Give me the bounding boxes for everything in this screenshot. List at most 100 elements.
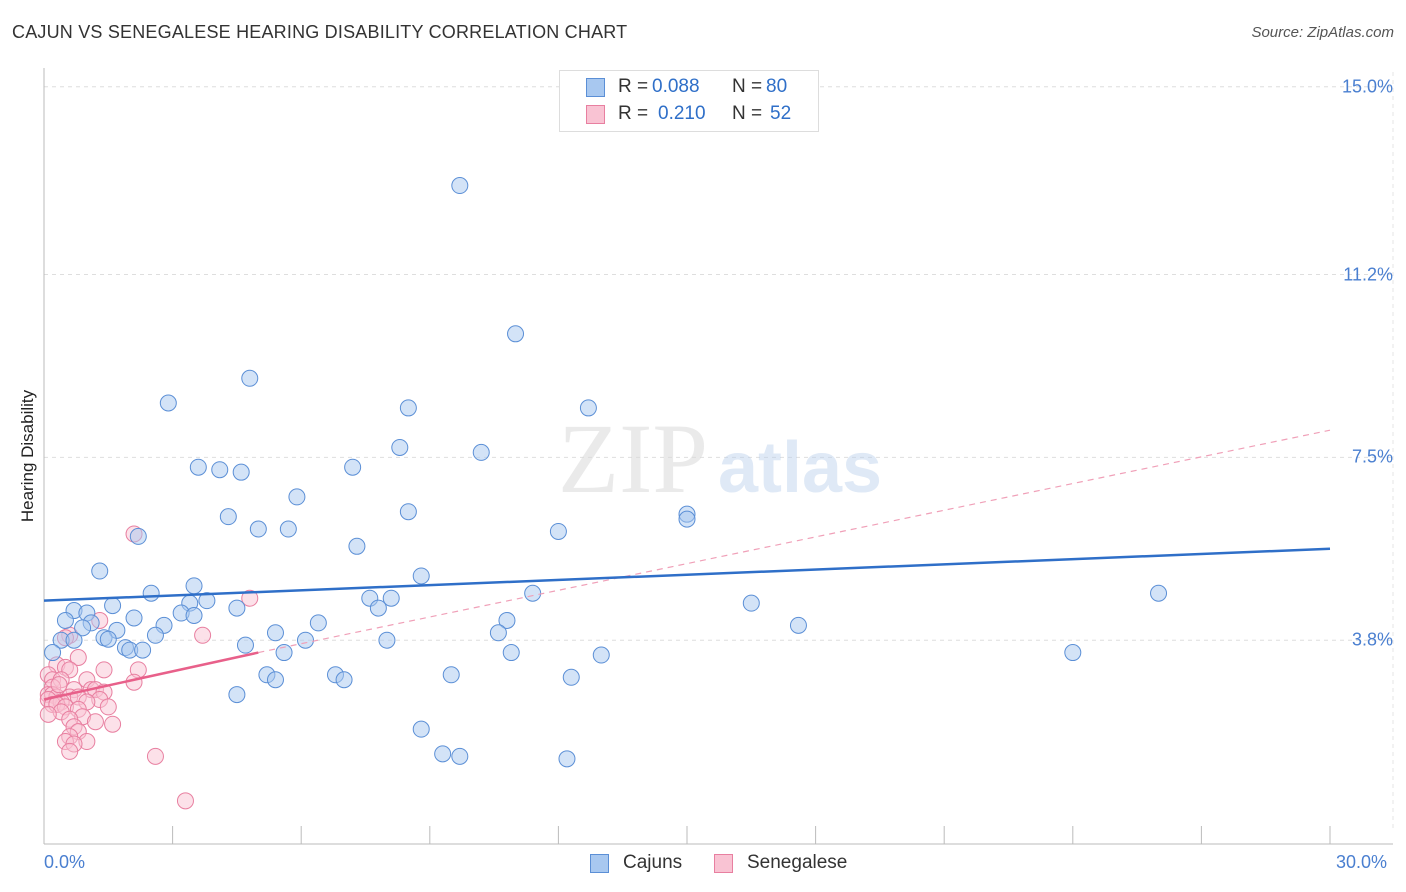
axes: [43, 68, 1393, 845]
cajun-point: [562, 668, 580, 686]
senegalese-point: [50, 676, 68, 694]
bottom-legend-swatch-senegalese: [714, 854, 733, 873]
cajun-point: [502, 644, 520, 662]
cajun-point: [288, 488, 306, 506]
cajun-point: [125, 609, 143, 627]
legend-r-label: R =: [618, 76, 649, 97]
y-tick-label: 7.5%: [1351, 446, 1393, 467]
chart-title: CAJUN VS SENEGALESE HEARING DISABILITY C…: [12, 22, 628, 42]
cajun-point: [249, 520, 267, 538]
senegalese-point: [241, 589, 259, 607]
cajun-point: [549, 522, 567, 540]
legend-n-value: 52: [770, 103, 792, 124]
cajun-point: [399, 503, 417, 521]
senegalese-point: [104, 715, 122, 733]
cajun-point: [507, 325, 525, 343]
cajun-point: [185, 577, 203, 595]
legend-r-label: R =: [618, 103, 649, 124]
legend-n-label: N =: [732, 76, 763, 97]
senegalese-point: [86, 713, 104, 731]
watermark-zip: ZIP: [558, 403, 708, 514]
cajun-point: [228, 686, 246, 704]
cajun-point: [579, 399, 597, 417]
watermark-atlas: atlas: [718, 428, 882, 508]
cajun-point: [219, 508, 237, 526]
senegalese-point: [146, 747, 164, 765]
y-tick-label: 11.2%: [1343, 264, 1393, 284]
cajun-point: [279, 520, 297, 538]
legend-swatch-senegalese: [586, 105, 605, 124]
cajun-point: [489, 624, 507, 642]
cajun-point: [198, 592, 216, 610]
bottom-legend-swatch-cajuns: [590, 854, 609, 873]
trend-lines: [43, 429, 1331, 701]
legend-swatch-cajuns: [586, 78, 605, 97]
senegalese-point: [176, 792, 194, 810]
cajun-point: [159, 394, 177, 412]
cajun-point: [142, 584, 160, 602]
senegalese-point: [194, 626, 212, 644]
legend-n-label: N =: [732, 103, 763, 124]
cajun-point: [65, 631, 83, 649]
cajun-point: [266, 624, 284, 642]
legend-n-value: 80: [766, 76, 788, 97]
cajun-point: [451, 747, 469, 765]
bottom-legend-label-senegalese: Senegalese: [747, 852, 848, 873]
cajun-point: [74, 619, 92, 637]
cajun-point: [391, 438, 409, 456]
cajun-point: [678, 510, 696, 528]
cajun-point: [524, 584, 542, 602]
cajun-point: [434, 745, 452, 763]
cajun-point: [236, 636, 254, 654]
cajun-point: [451, 177, 469, 195]
cajun-point: [335, 671, 353, 689]
cajuns-points: [44, 177, 1168, 768]
y-tick-label: 15.0%: [1341, 76, 1393, 97]
cajun-point: [146, 626, 164, 644]
senegalese-trend-line: [43, 651, 259, 701]
cajun-point: [91, 562, 109, 580]
cajun-point: [296, 631, 314, 649]
cajun-point: [266, 671, 284, 689]
cajun-point: [592, 646, 610, 664]
cajun-point: [104, 597, 122, 615]
cajun-point: [412, 720, 430, 738]
cajun-point: [99, 630, 117, 648]
legend-r-value: 0.088: [652, 76, 700, 97]
x-tick-min: 0.0%: [44, 852, 86, 872]
cajun-point: [129, 527, 147, 545]
cajun-point: [189, 458, 207, 476]
cajun-point: [185, 606, 203, 624]
cajun-point: [309, 614, 327, 632]
senegalese-point: [69, 649, 87, 667]
cajun-point: [232, 463, 250, 481]
cajun-point: [399, 399, 417, 417]
cajun-point: [348, 537, 366, 555]
cajun-point: [789, 616, 807, 634]
cajun-point: [1064, 644, 1082, 662]
cajun-point: [1150, 584, 1168, 602]
bottom-legend-label-cajuns: Cajuns: [623, 852, 683, 873]
cajun-point: [344, 458, 362, 476]
cajun-point: [378, 631, 396, 649]
senegalese-points: [39, 525, 259, 810]
cajun-point: [412, 567, 430, 585]
cajuns-trend-line: [43, 547, 1331, 602]
cajun-point: [442, 666, 460, 684]
y-tick-label: 3.8%: [1351, 629, 1393, 650]
correlation-legend: R = 0.088 N = 80 R = 0.210 N = 52: [559, 70, 819, 132]
cajun-point: [382, 589, 400, 607]
senegalese-point: [61, 742, 79, 760]
x-tick-max: 30.0%: [1336, 852, 1388, 872]
cajun-point: [742, 594, 760, 612]
cajun-point: [56, 611, 74, 629]
cajun-point: [228, 599, 246, 617]
senegalese-point: [99, 698, 117, 716]
senegalese-point: [95, 661, 113, 679]
cajun-point: [498, 611, 516, 629]
cajun-point: [134, 641, 152, 659]
cajun-point: [44, 644, 62, 662]
cajun-point: [472, 443, 490, 461]
source-label: Source: ZipAtlas.com: [1251, 24, 1394, 41]
